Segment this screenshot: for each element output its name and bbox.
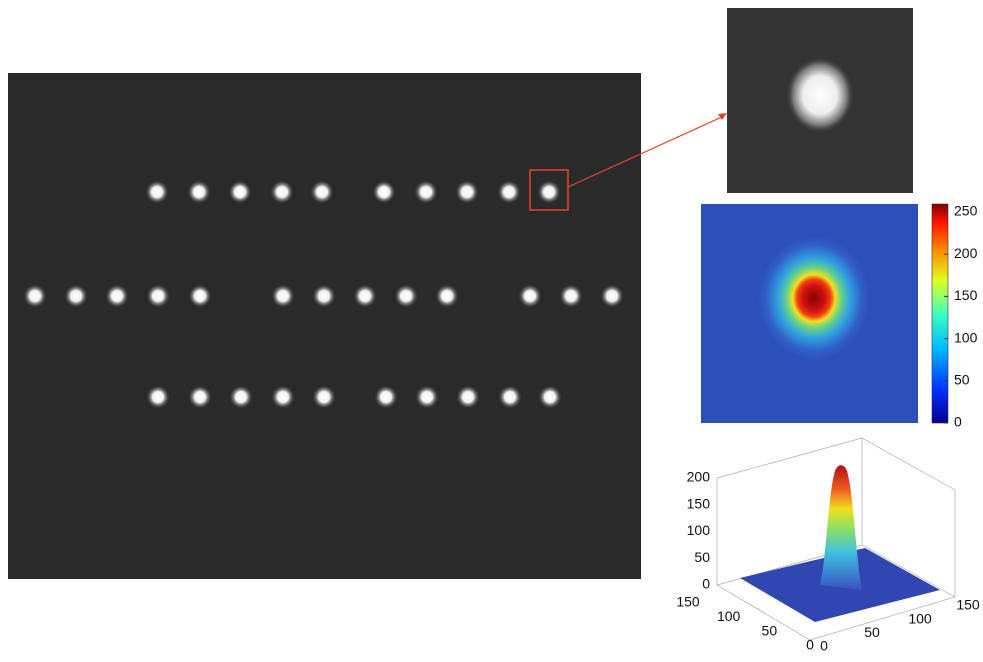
spot [105, 284, 129, 308]
x-tick-label: 100 [908, 610, 932, 626]
colorbar-tick-label: 50 [954, 372, 970, 388]
spot [415, 385, 439, 409]
spot [312, 284, 336, 308]
arrow-head [718, 113, 727, 120]
y-tick-label: 100 [717, 608, 741, 624]
z-tick-label: 150 [687, 495, 711, 511]
spot [435, 284, 459, 308]
spot [146, 385, 170, 409]
spot [456, 385, 480, 409]
spot [394, 284, 418, 308]
colorbar-tick-label: 200 [954, 245, 978, 261]
spot [187, 180, 211, 204]
spot [353, 284, 377, 308]
spot [229, 385, 253, 409]
spot [600, 284, 624, 308]
z-tick-label: 0 [702, 576, 710, 592]
spot [455, 180, 479, 204]
spot [145, 180, 169, 204]
colorbar-tick-label: 250 [954, 203, 978, 219]
spot [537, 180, 561, 204]
spot [23, 284, 47, 308]
z-tick-label: 50 [694, 549, 710, 565]
colorbar [932, 204, 948, 423]
spot [374, 385, 398, 409]
spot [498, 385, 522, 409]
spot [372, 180, 396, 204]
z-tick-label: 100 [687, 522, 711, 538]
spot [188, 385, 212, 409]
x-tick-label: 0 [820, 638, 828, 654]
colorbar-tick-label: 0 [954, 414, 962, 430]
x-tick-label: 50 [864, 624, 880, 640]
spot [271, 385, 295, 409]
y-tick-label: 0 [806, 637, 814, 653]
spot [270, 180, 294, 204]
colorbar-tick-label: 100 [954, 329, 978, 345]
spot [312, 385, 336, 409]
spot [271, 284, 295, 308]
y-tick-label: 50 [762, 622, 778, 638]
y-tick-label: 150 [676, 594, 700, 610]
spot [146, 284, 170, 308]
spot [497, 180, 521, 204]
spot [188, 284, 212, 308]
surface-peak [820, 465, 862, 590]
spot [414, 180, 438, 204]
zoom-spot [786, 57, 854, 133]
camera-image [8, 73, 641, 579]
spot [559, 284, 583, 308]
x-tick-label: 150 [956, 597, 980, 613]
spot [228, 180, 252, 204]
colorbar-tick-label: 150 [954, 287, 978, 303]
spot [518, 284, 542, 308]
figure: 0501001502002500501001502000501001500501… [0, 0, 983, 657]
spot [310, 180, 334, 204]
spot [64, 284, 88, 308]
spot [538, 385, 562, 409]
heatmap-spot [758, 236, 870, 360]
z-tick-label: 200 [687, 469, 711, 485]
